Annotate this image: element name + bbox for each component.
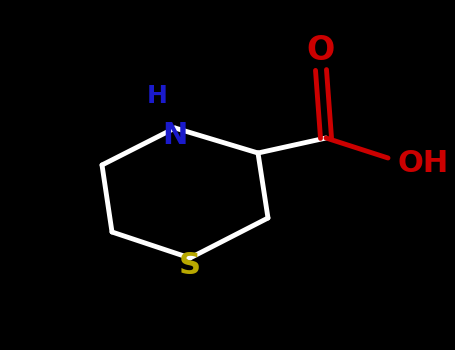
Text: S: S bbox=[179, 252, 201, 280]
Text: O: O bbox=[307, 34, 335, 66]
Text: OH: OH bbox=[397, 148, 449, 177]
Text: H: H bbox=[147, 84, 167, 108]
Text: N: N bbox=[162, 121, 187, 150]
